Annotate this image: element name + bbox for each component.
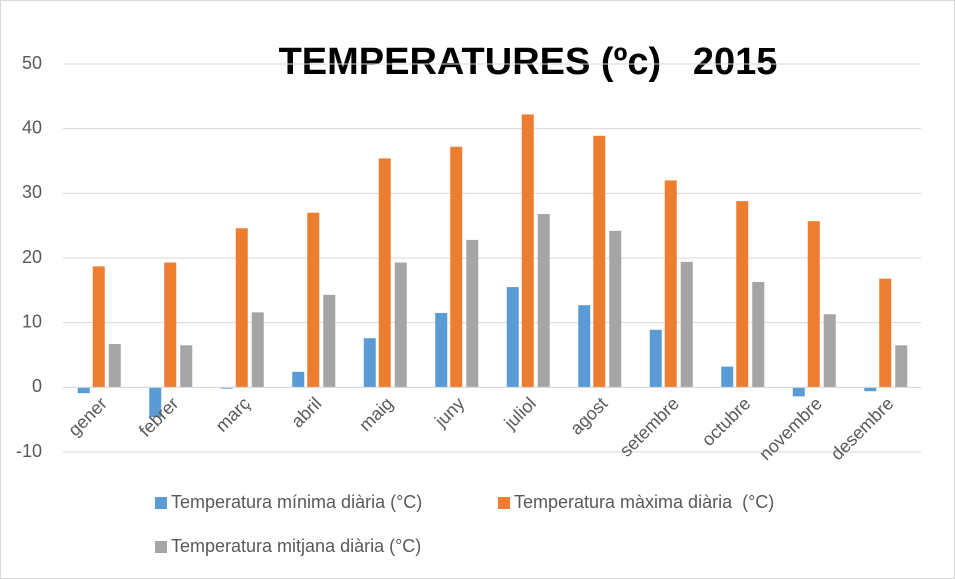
legend-swatch <box>155 497 167 509</box>
legend-label: Temperatura mínima diària (°C) <box>171 492 422 512</box>
bar <box>323 294 336 388</box>
y-tick-label: 50 <box>22 53 42 73</box>
bar <box>164 262 177 388</box>
y-tick-label: 30 <box>22 182 42 202</box>
bar <box>895 345 908 388</box>
bar <box>450 146 463 388</box>
bar <box>92 266 105 388</box>
bar <box>292 371 305 388</box>
bar <box>752 281 765 388</box>
bar <box>736 201 749 388</box>
bar <box>466 239 479 388</box>
bar <box>378 158 391 388</box>
bar <box>220 387 233 389</box>
bar <box>823 314 836 388</box>
bar <box>593 135 606 388</box>
bar <box>537 214 550 388</box>
y-tick-label: 0 <box>32 376 42 396</box>
bar <box>879 278 892 388</box>
bar <box>363 338 376 388</box>
chart-title: TEMPERATURES (ºc) 2015 <box>279 41 778 83</box>
y-tick-label: -10 <box>16 441 42 461</box>
bar <box>77 387 90 394</box>
bar <box>578 305 591 388</box>
bar <box>307 212 320 388</box>
bar <box>864 387 877 392</box>
bar <box>435 312 448 388</box>
bar <box>251 312 264 388</box>
legend-label: Temperatura mitjana diària (°C) <box>171 536 421 556</box>
legend-swatch <box>155 541 167 553</box>
bar <box>394 262 407 388</box>
bar <box>680 261 693 388</box>
bar <box>506 287 519 388</box>
y-tick-label: 40 <box>22 117 42 137</box>
bar <box>108 344 121 388</box>
y-tick-label: 20 <box>22 247 42 267</box>
bar <box>721 366 734 388</box>
bar <box>664 180 677 388</box>
bar <box>792 387 805 397</box>
bar <box>180 345 193 388</box>
legend-swatch <box>498 497 510 509</box>
bar <box>235 228 248 388</box>
bar <box>649 329 662 388</box>
bar <box>149 387 162 418</box>
y-tick-label: 10 <box>22 311 42 331</box>
bar <box>609 230 622 388</box>
bar <box>521 114 534 388</box>
legend-label: Temperatura màxima diària (°C) <box>514 492 774 512</box>
bar <box>807 221 820 388</box>
